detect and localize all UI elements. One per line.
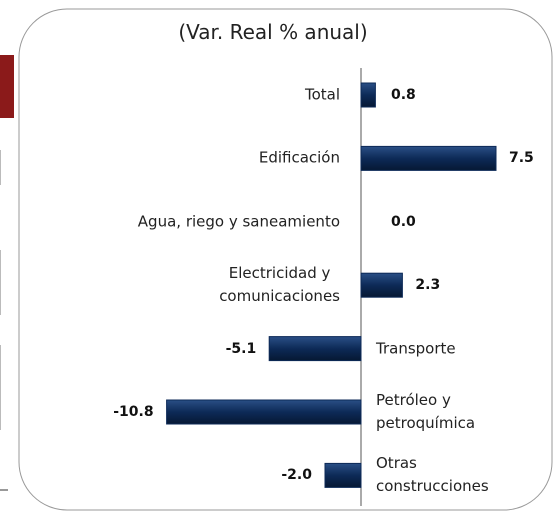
category-label: Petróleo y petroquímica	[376, 391, 476, 432]
category-label: Agua, riego y saneamiento	[137, 212, 340, 231]
value-label: -10.8	[113, 404, 154, 420]
value-label: -2.0	[281, 467, 312, 484]
value-label: 0.0	[391, 213, 416, 230]
side-panel	[0, 55, 14, 118]
value-label: 7.5	[509, 150, 534, 167]
value-label: 0.8	[391, 87, 416, 103]
category-label: Transporte	[376, 339, 456, 358]
bar	[324, 462, 362, 488]
chart-title: (Var. Real % anual)	[178, 20, 368, 44]
frame	[18, 8, 553, 511]
category-label: Edificación	[258, 148, 340, 167]
category-label: Electricidad y comunicaciones	[219, 264, 340, 306]
bar	[268, 336, 362, 362]
bar	[360, 82, 376, 108]
category-label: Otras construcciones	[376, 454, 489, 496]
bar	[360, 145, 497, 171]
value-label: 2.3	[415, 277, 441, 294]
category-label: Total	[304, 85, 340, 104]
bar	[166, 399, 362, 425]
bar	[360, 272, 403, 298]
value-label: -5.1	[225, 340, 257, 357]
